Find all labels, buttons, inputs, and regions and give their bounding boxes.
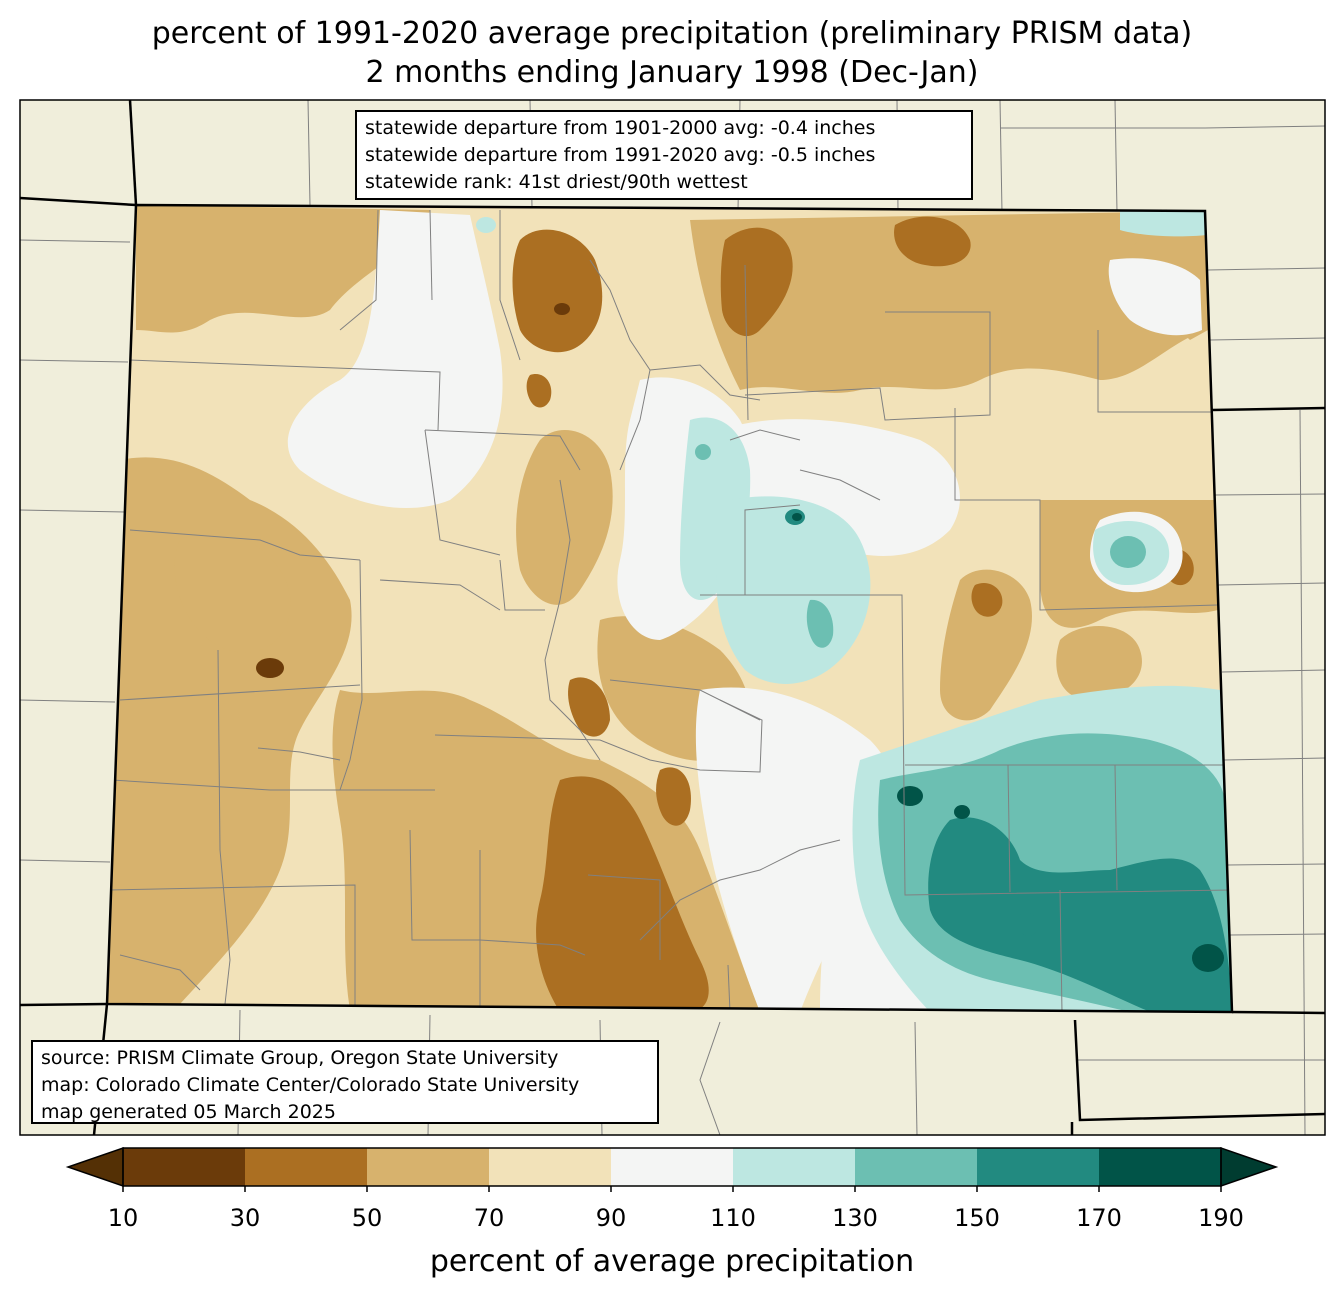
source-line: map: Colorado Climate Center/Colorado St… (41, 1074, 580, 1096)
colorbar-tick-label: 90 (595, 1204, 627, 1232)
stats-line: statewide departure from 1991-2020 avg: … (365, 144, 876, 166)
colorbar-tick-label: 50 (351, 1204, 383, 1232)
source-box: source: PRISM Climate Group, Oregon Stat… (31, 1040, 659, 1124)
colorbar-tick-label: 70 (473, 1204, 505, 1232)
colorbar-tick-label: 10 (107, 1204, 139, 1232)
stats-line: statewide departure from 1901-2000 avg: … (365, 117, 876, 139)
county-lines (107, 209, 1231, 1012)
colorbar-label: percent of average precipitation (429, 1244, 915, 1279)
colorbar-tick-label: 170 (1076, 1204, 1122, 1232)
source-line: map generated 05 March 2025 (41, 1101, 336, 1123)
source-line: source: PRISM Climate Group, Oregon Stat… (41, 1047, 559, 1069)
map-title: percent of 1991-2020 average precipitati… (151, 16, 1193, 51)
colorbar-tick-label: 130 (832, 1204, 878, 1232)
map-frame (19, 99, 1326, 1136)
colorado-precip-field (107, 205, 1232, 1012)
stats-line: statewide rank: 41st driest/90th wettest (365, 171, 748, 193)
map-subtitle: 2 months ending January 1998 (Dec-Jan) (365, 55, 979, 90)
colorbar-tick-label: 190 (1198, 1204, 1244, 1232)
colorbar-tick-label: 30 (229, 1204, 261, 1232)
colorbar-tick-label: 150 (954, 1204, 1000, 1232)
statewide-stats-box: statewide departure from 1901-2000 avg: … (355, 110, 973, 200)
colorbar-tick-label: 110 (710, 1204, 756, 1232)
